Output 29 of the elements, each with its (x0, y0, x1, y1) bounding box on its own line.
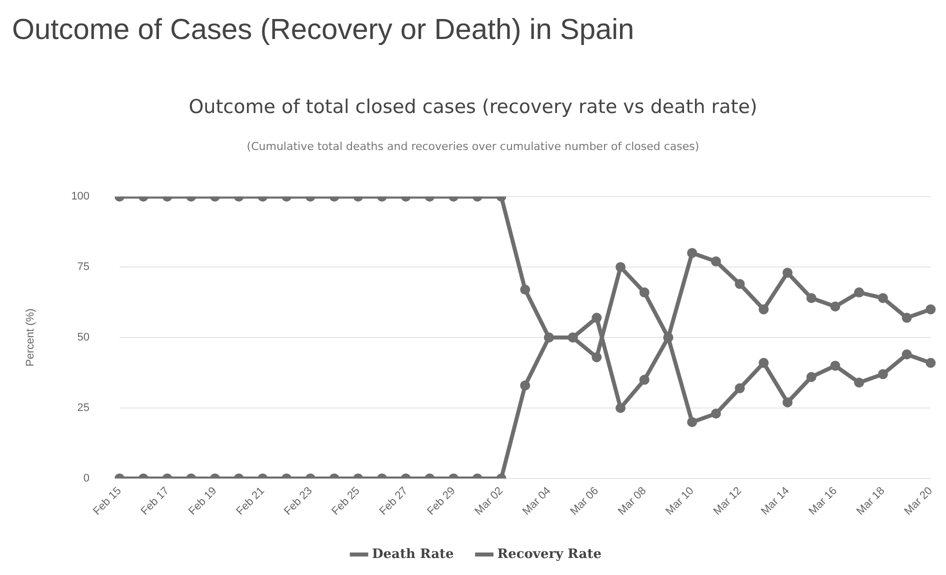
chart-subtitle: Outcome of total closed cases (recovery rate vs death rate) (188, 96, 758, 118)
x-tick-label: Mar 18 (854, 484, 888, 518)
x-tick-label: Mar 16 (806, 484, 840, 518)
x-tick-label: Mar 12 (711, 484, 744, 518)
x-tick-label: Mar 06 (568, 484, 601, 518)
y-axis-title: Percent (%) (24, 308, 37, 367)
x-tick-label: Mar 02 (472, 484, 506, 518)
x-tick-label: Feb 27 (377, 484, 410, 518)
x-tick-label: Mar 20 (902, 484, 935, 518)
legend-label: Death Rate (372, 546, 454, 562)
legend-label: Recovery Rate (497, 546, 602, 562)
x-tick-label: Feb 19 (186, 484, 220, 518)
x-tick-label: Mar 10 (664, 484, 696, 518)
x-tick-label: Mar 08 (616, 484, 649, 518)
x-tick-label: Feb 21 (234, 484, 267, 518)
y-tick-label: 100 (71, 190, 90, 203)
text: (Cumulative total deaths and recoveries over cumulative number of closed cases) (246, 140, 700, 153)
x-tick-label: Feb 15 (91, 484, 124, 518)
y-tick-label: 0 (83, 472, 90, 484)
y-tick-label: 50 (77, 332, 90, 344)
x-tick-label: Mar 14 (759, 484, 792, 518)
y-tick-label: 75 (77, 261, 90, 274)
x-tick-label: Mar 04 (520, 484, 554, 518)
x-tick-label: Feb 29 (425, 484, 458, 518)
x-tick-label: Feb 25 (330, 484, 362, 518)
y-tick-label: 25 (77, 402, 90, 414)
x-tick-label: Feb 17 (138, 484, 172, 518)
x-tick-label: Feb 23 (282, 484, 315, 518)
chart-title: Outcome of Cases (Recovery or Death) in Spain (12, 14, 634, 47)
